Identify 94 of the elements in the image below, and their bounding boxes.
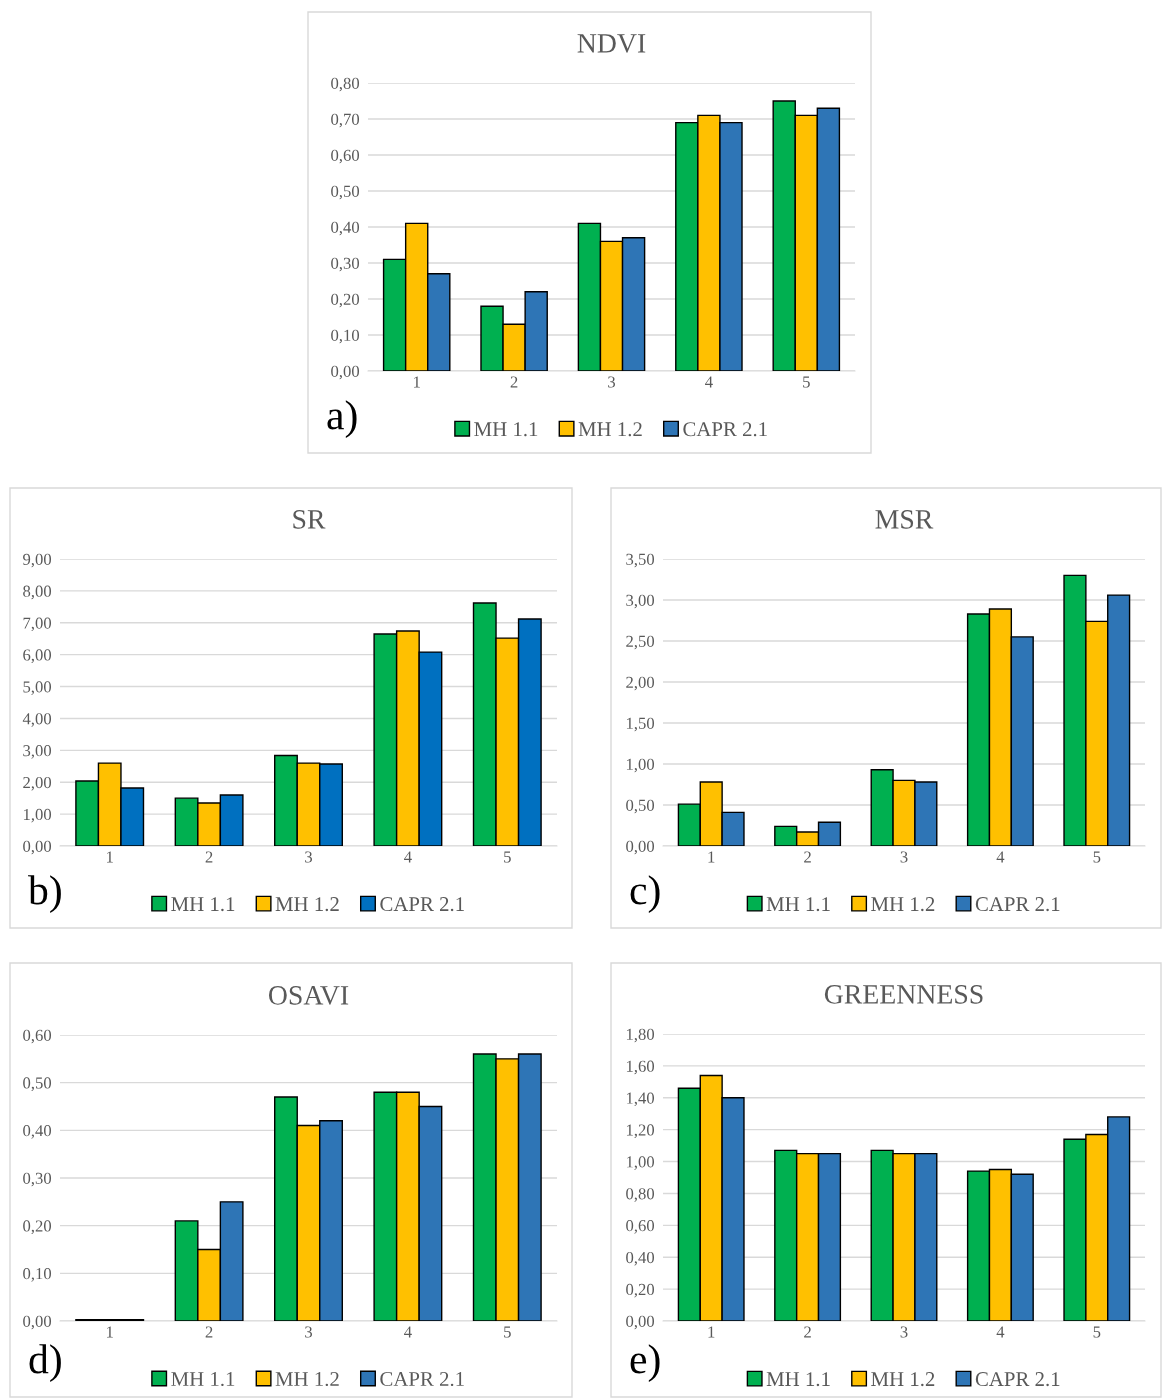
x-tick-label: 5 xyxy=(803,376,810,388)
text: c) xyxy=(630,875,660,913)
legend-label: CAPR 2.1 xyxy=(975,897,1060,912)
x-tick-label: 5 xyxy=(1093,1326,1101,1338)
y-tick-label: 5,00 xyxy=(23,681,52,695)
x-tick-label: 3 xyxy=(305,1326,313,1338)
y-tick-label: 1,00 xyxy=(626,1156,655,1170)
text: a) xyxy=(327,400,357,438)
chart-title: SR xyxy=(293,510,326,529)
x-tick-label: 4 xyxy=(404,851,412,863)
y-tick-label: 3,00 xyxy=(626,594,655,609)
y-tick-label: 0,50 xyxy=(23,1077,52,1092)
y-tick-label: 1,50 xyxy=(626,717,655,732)
x-tick-label: 5 xyxy=(504,1326,511,1338)
x-tick-label: 3 xyxy=(608,376,616,388)
y-tick-label: 0,20 xyxy=(626,1283,655,1298)
text: b) xyxy=(28,875,61,913)
legend-label: MH 1.2 xyxy=(275,1372,339,1387)
legend-label: MH 1.2 xyxy=(871,897,935,912)
legend-label: MH 1.2 xyxy=(275,897,339,912)
chart-title: OSAVI xyxy=(268,986,349,1005)
legend-label: MH 1.1 xyxy=(474,422,538,437)
y-tick-label: 0,60 xyxy=(626,1220,655,1234)
y-tick-label: 2,50 xyxy=(626,635,655,650)
x-tick-label: 1 xyxy=(107,1326,113,1338)
y-tick-label: 0,50 xyxy=(626,799,655,814)
y-tick-label: 0,60 xyxy=(23,1029,52,1044)
x-tick-label: 3 xyxy=(900,1326,908,1338)
y-tick-label: 3,00 xyxy=(23,745,52,759)
y-tick-label: 1,00 xyxy=(23,808,52,823)
y-tick-label: 1,00 xyxy=(626,758,655,773)
x-tick-label: 4 xyxy=(996,851,1005,863)
y-tick-label: 0,00 xyxy=(626,1315,655,1330)
y-tick-label: 0,00 xyxy=(331,365,360,380)
y-tick-label: 1,40 xyxy=(626,1092,655,1107)
y-tick-label: 0,40 xyxy=(331,221,360,236)
y-tick-label: 1,60 xyxy=(626,1060,655,1075)
y-tick-label: 0,80 xyxy=(626,1188,655,1202)
y-tick-label: 8,00 xyxy=(23,585,52,600)
legend-label: MH 1.2 xyxy=(871,1372,935,1387)
y-tick-label: 9,00 xyxy=(23,553,52,568)
y-tick-label: 0,20 xyxy=(331,293,360,308)
x-tick-label: 1 xyxy=(708,1326,715,1338)
x-tick-label: 2 xyxy=(804,1326,811,1338)
x-tick-label: 2 xyxy=(804,851,811,863)
legend-label: MH 1.1 xyxy=(171,1372,235,1387)
y-tick-label: 2,00 xyxy=(626,676,655,691)
y-tick-label: 0,40 xyxy=(23,1125,52,1139)
legend-label: MH 1.1 xyxy=(766,1372,830,1387)
x-tick-label: 4 xyxy=(404,1326,412,1338)
x-tick-label: 1 xyxy=(107,851,113,863)
x-tick-label: 3 xyxy=(900,851,908,863)
y-tick-label: 0,00 xyxy=(23,1315,52,1330)
y-tick-label: 0,80 xyxy=(331,77,360,92)
chart-title: GREENNESS xyxy=(824,985,983,1004)
legend-label: MH 1.1 xyxy=(171,897,235,912)
y-tick-label: 0,10 xyxy=(331,329,360,344)
y-tick-label: 0,50 xyxy=(331,185,360,200)
x-tick-label: 5 xyxy=(1093,851,1101,863)
x-tick-label: 5 xyxy=(504,851,511,863)
y-tick-label: 0,10 xyxy=(23,1268,52,1282)
legend-label: MH 1.2 xyxy=(578,422,642,437)
y-tick-label: 0,30 xyxy=(23,1172,52,1187)
chart-title: MSR xyxy=(875,510,934,529)
y-tick-label: 3,50 xyxy=(626,553,655,568)
y-tick-label: 1,20 xyxy=(626,1124,655,1139)
x-tick-label: 2 xyxy=(510,376,518,388)
y-tick-label: 6,00 xyxy=(23,649,52,664)
legend-label: CAPR 2.1 xyxy=(380,1372,464,1387)
y-tick-label: 7,00 xyxy=(23,617,52,632)
y-tick-label: 0,00 xyxy=(626,840,655,855)
legend-label: CAPR 2.1 xyxy=(380,897,464,912)
y-tick-label: 0,70 xyxy=(331,113,360,128)
text: d) xyxy=(29,1344,61,1382)
chart-title: NDVI xyxy=(577,34,646,53)
x-tick-label: 2 xyxy=(205,1326,213,1338)
x-tick-label: 4 xyxy=(996,1326,1005,1338)
legend-label: MH 1.1 xyxy=(766,897,830,912)
x-tick-label: 2 xyxy=(205,851,213,863)
y-tick-label: 4,00 xyxy=(22,713,52,727)
text: e) xyxy=(630,1344,660,1382)
legend-label: CAPR 2.1 xyxy=(975,1372,1060,1387)
y-tick-label: 1,80 xyxy=(626,1028,655,1043)
y-tick-label: 0,00 xyxy=(23,840,52,855)
y-tick-label: 0,20 xyxy=(23,1220,52,1235)
x-tick-label: 4 xyxy=(705,376,713,388)
legend-label: CAPR 2.1 xyxy=(683,422,767,437)
x-tick-label: 1 xyxy=(708,851,715,863)
x-tick-label: 3 xyxy=(305,851,313,863)
y-tick-label: 0,40 xyxy=(626,1251,655,1266)
y-tick-label: 0,30 xyxy=(331,257,360,272)
y-tick-label: 0,60 xyxy=(331,149,360,164)
y-tick-label: 2,00 xyxy=(23,776,52,791)
x-tick-label: 1 xyxy=(414,376,420,388)
